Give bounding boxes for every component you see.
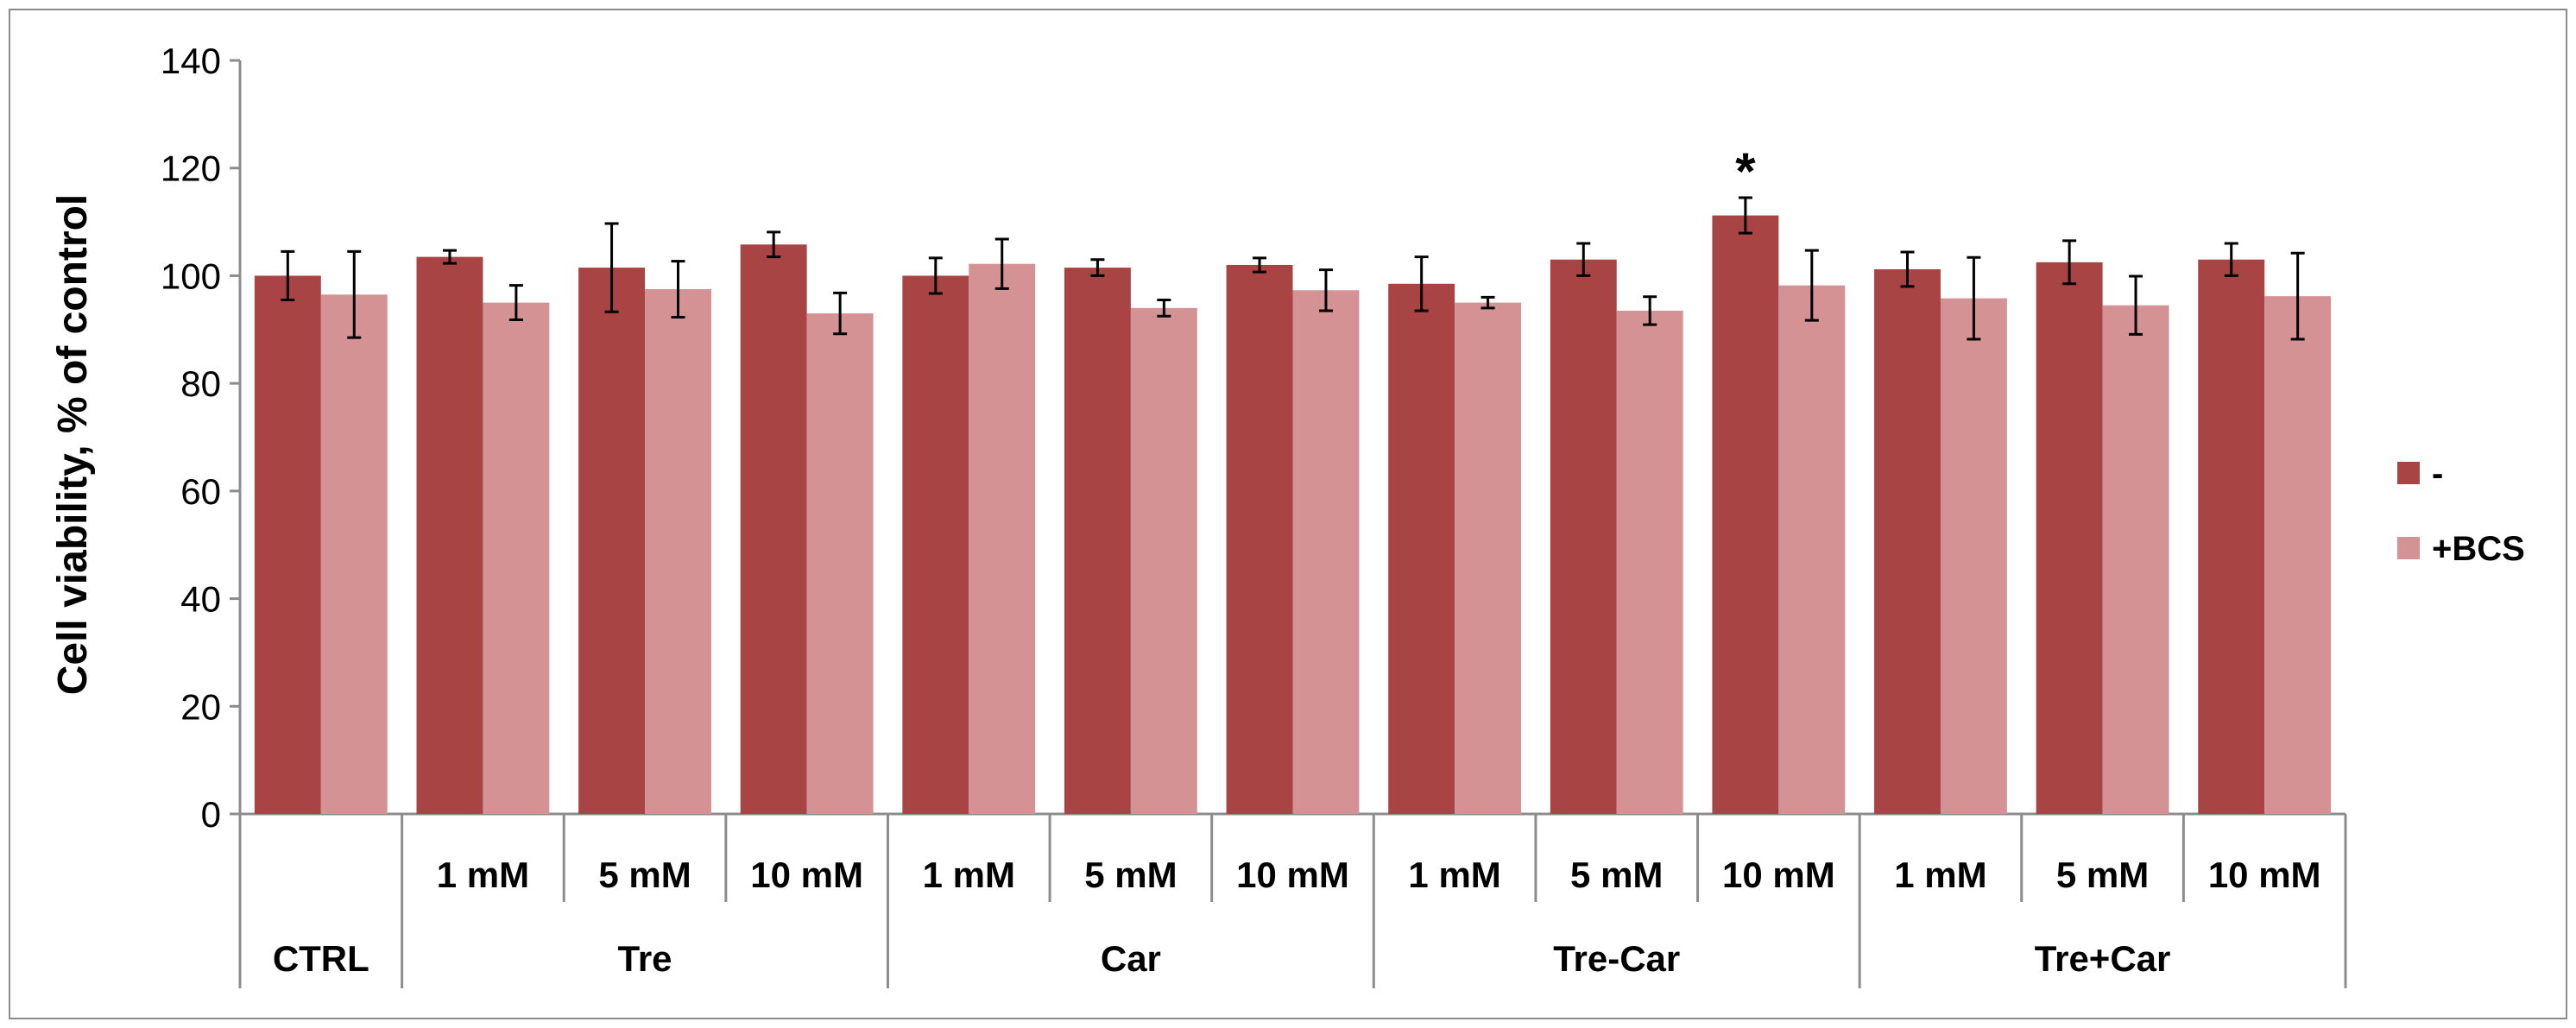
y-axis-title: Cell viability, % of control	[50, 194, 96, 696]
y-tick-label: 140	[161, 41, 221, 81]
bar-bcs	[806, 313, 874, 814]
bar-minus	[1550, 259, 1617, 814]
category-label: 1 mM	[1408, 855, 1500, 895]
bar-bcs	[2102, 305, 2169, 815]
bar-bcs	[320, 294, 388, 815]
bar-bcs	[645, 289, 711, 815]
bar-bcs	[1455, 302, 1522, 814]
group-label: Tre	[618, 938, 672, 979]
bar-minus	[2036, 262, 2103, 814]
bar-minus	[1064, 268, 1131, 814]
bar-minus	[416, 256, 483, 814]
legend-swatch	[2397, 537, 2420, 559]
bar-bcs	[483, 302, 550, 814]
bar-minus	[1874, 268, 1941, 815]
bar-bcs	[1778, 285, 1846, 815]
bar-bcs	[1292, 290, 1360, 814]
bar-minus	[1712, 215, 1779, 815]
bar-minus	[1226, 264, 1293, 814]
y-tick-label: 60	[180, 471, 221, 512]
category-label: 5 mM	[2056, 855, 2149, 895]
bar-bcs	[2264, 296, 2332, 815]
category-label: 10 mM	[1236, 855, 1349, 895]
bar-bcs	[969, 263, 1036, 815]
category-label: 5 mM	[1084, 855, 1177, 895]
y-tick-label: 0	[201, 794, 221, 835]
category-label: 1 mM	[1894, 855, 1986, 895]
y-tick-label: 40	[180, 579, 221, 620]
bar-bcs	[1616, 310, 1683, 815]
category-label: 10 mM	[750, 855, 863, 895]
y-tick-label: 80	[180, 363, 221, 404]
legend-label: -	[2432, 455, 2443, 493]
group-label: Tre+Car	[2035, 938, 2171, 979]
significance-star: *	[1735, 142, 1756, 200]
category-label: 10 mM	[2208, 855, 2321, 895]
category-label: 5 mM	[1570, 855, 1663, 895]
error-bars-layer	[281, 196, 2305, 341]
group-label: Car	[1101, 938, 1161, 979]
bar-minus	[2198, 259, 2265, 814]
bars-layer	[254, 215, 2332, 815]
bar-minus	[578, 268, 646, 814]
legend-label: +BCS	[2432, 530, 2525, 568]
labels-layer: 0 20 40 60 80 100 120 140 1 mM 5 mM 10 mM 1 mM 5 mM 1…	[161, 41, 2321, 979]
bar-minus	[740, 244, 807, 814]
group-label: CTRL	[273, 938, 369, 979]
bar-minus	[1388, 283, 1455, 815]
bar-minus	[254, 275, 321, 814]
category-label: 1 mM	[923, 855, 1015, 895]
bar-bcs	[1130, 307, 1197, 814]
y-axis-title-group: Cell viability, % of control	[50, 194, 96, 696]
legend: - +BCS	[2397, 455, 2525, 568]
y-tick-label: 20	[180, 686, 221, 727]
category-label: 5 mM	[598, 855, 691, 895]
y-tick-label: 120	[161, 148, 221, 189]
category-label: 10 mM	[1722, 855, 1835, 895]
legend-swatch	[2397, 462, 2420, 484]
bar-bcs	[1940, 298, 2007, 815]
bar-minus	[902, 275, 969, 814]
group-label: Tre-Car	[1553, 938, 1680, 979]
category-label: 1 mM	[437, 855, 529, 895]
y-tick-label: 100	[161, 255, 221, 296]
